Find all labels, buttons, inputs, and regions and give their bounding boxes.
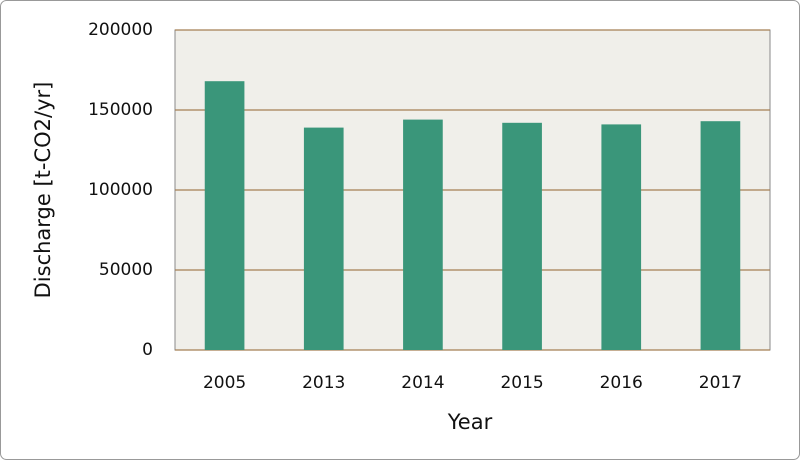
bar: [303, 127, 344, 350]
y-tick-label: 150000: [88, 100, 153, 120]
y-axis-label: Discharge [t-CO2/yr]: [31, 82, 55, 299]
bar: [700, 121, 741, 350]
x-tick-label: 2005: [203, 373, 246, 393]
x-tick-label: 2016: [600, 373, 643, 393]
bar: [204, 81, 245, 350]
bar: [502, 122, 542, 350]
y-tick-label: 0: [142, 340, 153, 360]
bar: [403, 119, 443, 350]
y-tick-label: 50000: [99, 260, 153, 280]
x-axis-label: Year: [447, 410, 493, 434]
x-tick-label: 2013: [302, 373, 345, 393]
bar: [601, 124, 642, 351]
x-tick-label: 2017: [699, 373, 742, 393]
x-tick-label: 2015: [500, 373, 543, 393]
x-tick-label: 2014: [401, 373, 444, 393]
y-tick-label: 200000: [88, 20, 153, 40]
y-tick-label: 100000: [88, 180, 153, 200]
